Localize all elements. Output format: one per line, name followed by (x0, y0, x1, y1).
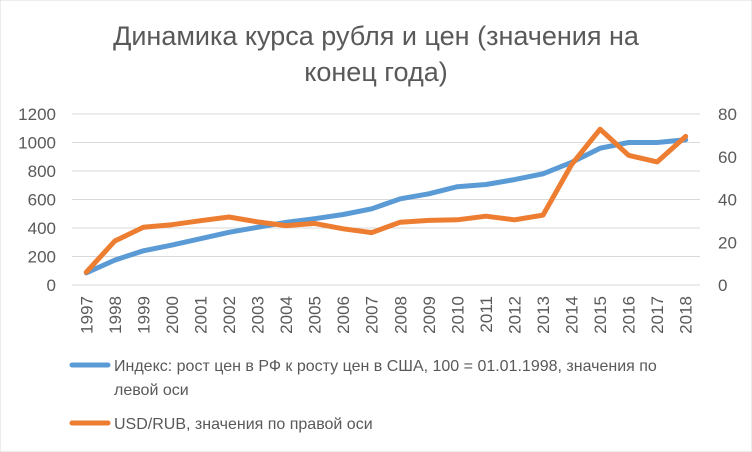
usd-rub-series-line (83, 126, 689, 275)
legend-label: левой оси (114, 382, 189, 399)
x-tick-label: 2012 (505, 296, 524, 334)
series-lines (83, 126, 689, 276)
x-tick-label: 2004 (277, 296, 296, 334)
left-tick-label: 600 (28, 191, 56, 210)
x-tick-label: 2016 (620, 296, 639, 334)
right-tick-label: 20 (718, 233, 737, 252)
legend: Индекс: рост цен в РФ к росту цен в США,… (69, 358, 657, 433)
legend-label: USD/RUB, значения по правой оси (114, 416, 373, 433)
x-tick-label: 2013 (534, 296, 553, 334)
x-tick-label: 2015 (591, 296, 610, 334)
right-axis-ticks: 0 20 40 60 80 (718, 105, 737, 295)
x-tick-label: 2010 (448, 296, 467, 334)
x-tick-label: 2011 (477, 296, 496, 333)
left-tick-label: 800 (28, 162, 56, 181)
right-tick-label: 60 (718, 148, 737, 167)
x-tick-label: 2008 (391, 296, 410, 334)
x-tick-label: 2002 (220, 296, 239, 334)
x-tick-label: 2018 (677, 296, 696, 334)
right-tick-label: 0 (718, 276, 727, 295)
x-tick-label: 1998 (106, 296, 125, 334)
x-tick-label: 2009 (420, 296, 439, 334)
x-axis-ticks: 1997 1998 1999 2000 2001 2002 2003 2004 2005 2006… (77, 296, 695, 334)
x-tick-label: 2006 (334, 296, 353, 334)
chart-title-line-2: конец года) (304, 57, 447, 87)
x-tick-label: 1999 (134, 296, 153, 334)
left-tick-label: 200 (28, 248, 56, 267)
x-tick-label: 2003 (249, 296, 268, 334)
x-tick-label: 1997 (77, 296, 96, 334)
left-tick-label: 0 (47, 276, 56, 295)
right-tick-label: 40 (718, 191, 737, 210)
x-tick-label: 2000 (163, 296, 182, 334)
chart-title-line-1: Динамика курса рубля и цен (значения на (113, 21, 640, 51)
left-axis-ticks: 0 200 400 600 800 1000 1200 (18, 105, 56, 295)
x-tick-label: 2017 (648, 296, 667, 334)
right-tick-label: 80 (718, 105, 737, 124)
legend-label: Индекс: рост цен в РФ к росту цен в США,… (114, 358, 657, 375)
left-tick-label: 1000 (18, 134, 56, 153)
left-tick-label: 1200 (18, 105, 56, 124)
price-index-series-line (83, 137, 689, 276)
x-tick-label: 2005 (306, 296, 325, 334)
x-tick-label: 2014 (563, 296, 582, 334)
x-tick-label: 2001 (191, 296, 210, 334)
x-tick-label: 2007 (363, 296, 382, 334)
left-tick-label: 400 (28, 219, 56, 238)
